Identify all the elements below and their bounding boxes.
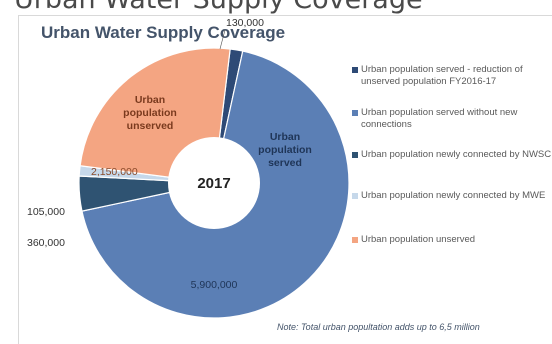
legend-swatch bbox=[352, 193, 358, 199]
donut-chart: 2017 Urban population served Urban populatio… bbox=[27, 17, 350, 319]
legend-item-served-reduction: Urban population served - reduction of u… bbox=[352, 64, 552, 88]
legend-swatch bbox=[352, 237, 358, 243]
legend-label: Urban population served - reduction of u… bbox=[361, 64, 523, 87]
chart-title: Urban Water Supply Coverage bbox=[41, 23, 286, 42]
value-label-served-reduction: 130,000 bbox=[226, 17, 264, 29]
chart-note: Note: Total urban popultation adds up to… bbox=[277, 322, 480, 332]
center-year-label: 2017 bbox=[197, 175, 230, 192]
legend-item-newly-nwsc: Urban population newly connected by NWSC bbox=[352, 149, 552, 161]
legend-item-newly-mwe: Urban population newly connected by MWE bbox=[352, 190, 552, 202]
slice-label-unserved: Urban population unserved bbox=[123, 94, 177, 132]
chart-panel: Urban Water Supply Coverage 2017 Urban po… bbox=[18, 15, 552, 344]
slice-label-served-without-new: Urban population served bbox=[258, 131, 312, 169]
leader-line bbox=[219, 29, 226, 50]
legend-item-served-without-new: Urban population served without new conn… bbox=[352, 107, 552, 131]
legend-swatch bbox=[352, 152, 358, 158]
legend-label: Urban population unserved bbox=[361, 234, 476, 245]
legend-swatch bbox=[352, 110, 358, 116]
value-label-served-without-new: 5,900,000 bbox=[191, 279, 238, 291]
legend-item-unserved: Urban population unserved bbox=[352, 234, 552, 246]
legend-swatch bbox=[352, 67, 358, 73]
page-title: Urban Water Supply Coverage bbox=[14, 0, 423, 15]
value-label-newly-mwe: 105,000 bbox=[27, 206, 65, 218]
value-label-unserved: 2,150,000 bbox=[91, 166, 138, 178]
legend-label: Urban population served without new conn… bbox=[361, 107, 518, 130]
value-label-newly-nwsc: 360,000 bbox=[27, 237, 65, 249]
legend-label: Urban population newly connected by NWSC bbox=[361, 149, 552, 160]
legend-label: Urban population newly connected by MWE bbox=[361, 190, 546, 201]
